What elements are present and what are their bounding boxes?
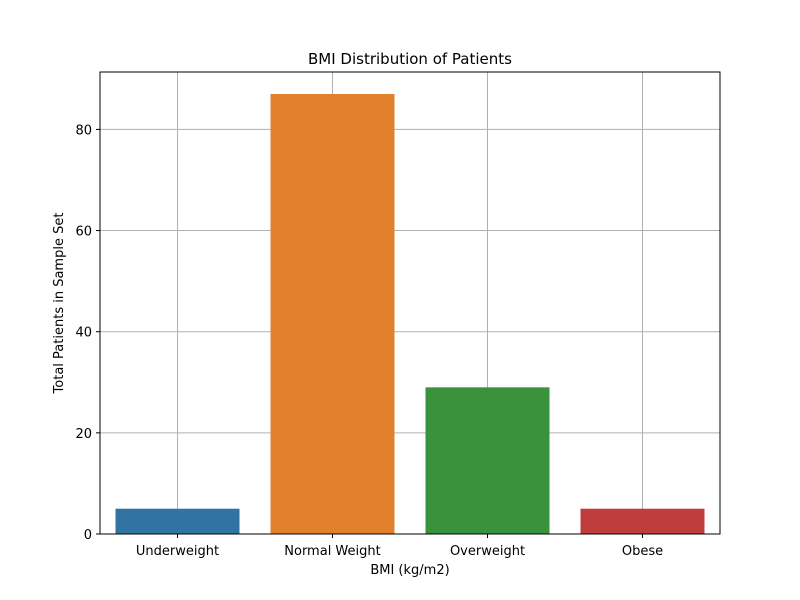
- y-axis: 0 20 40 60 80: [75, 123, 100, 543]
- y-tick-label: 0: [84, 528, 92, 543]
- bars: [115, 94, 705, 534]
- y-axis-title: Total Patients in Sample Set: [52, 213, 67, 395]
- x-axis-title: BMI (kg/m2): [370, 563, 449, 578]
- x-tick-label: Underweight: [136, 544, 219, 559]
- bar-overweight: [425, 387, 550, 534]
- y-tick-label: 20: [75, 427, 92, 442]
- x-tick-label: Obese: [622, 544, 663, 559]
- bar-obese: [580, 508, 705, 534]
- x-tick-label: Overweight: [450, 544, 525, 559]
- bar-underweight: [115, 508, 240, 534]
- grid: [100, 72, 720, 535]
- y-tick-label: 60: [75, 225, 92, 240]
- y-tick-label: 80: [75, 123, 92, 138]
- chart-title: BMI Distribution of Patients: [308, 50, 512, 68]
- x-axis: Underweight Normal Weight Overweight Obese: [136, 534, 663, 559]
- x-tick-label: Normal Weight: [284, 544, 380, 559]
- plot-frame: [99, 71, 721, 535]
- y-tick-label: 40: [75, 326, 92, 341]
- bar-normal-weight: [270, 94, 395, 534]
